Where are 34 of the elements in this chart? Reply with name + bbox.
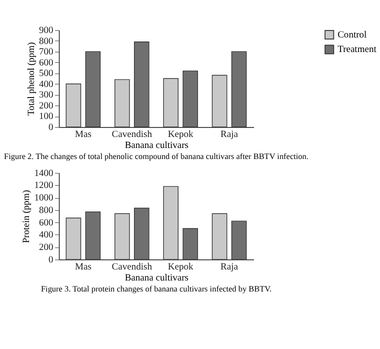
y-tick-label: 200 — [38, 101, 54, 112]
x-tick-label: Cavendish — [112, 262, 152, 272]
y-tick-label: 800 — [38, 36, 54, 47]
x-tick-label: Cavendish — [112, 130, 152, 140]
y-tick-label: 700 — [38, 48, 54, 58]
y-tick-label: 100 — [38, 112, 54, 122]
y-tick-label: 300 — [38, 90, 54, 101]
y-axis-title: Total phenol (ppm) — [26, 42, 37, 116]
y-tick-label: 400 — [38, 80, 54, 90]
legend-label: Control — [338, 30, 368, 40]
y-tick-label: 1000 — [34, 194, 54, 204]
x-tick-label: Mas — [75, 262, 92, 272]
x-tick-label: Raja — [220, 130, 239, 140]
x-tick-label: Kepok — [168, 130, 194, 140]
y-tick-label: 0 — [48, 123, 54, 133]
y-tick-label: 200 — [38, 243, 54, 254]
y-tick-label: 0 — [48, 255, 54, 266]
y-tick-label: 1200 — [34, 181, 54, 192]
y-axis-title: Protein (ppm) — [22, 190, 32, 244]
x-tick-label: Mas — [75, 130, 92, 140]
x-tick-label: Kepok — [168, 262, 194, 272]
legend-label: Treatment — [338, 45, 377, 56]
x-axis-title: Banana cultivars — [124, 274, 189, 284]
caption: Figure 3. Total protein changes of banana cultivars infected by BBTV. — [40, 284, 272, 294]
y-tick-label: 800 — [38, 206, 54, 216]
y-tick-label: 500 — [38, 69, 54, 80]
y-tick-label: 900 — [38, 26, 54, 36]
caption: Figure 2. The changes of total phenolic compound of banana cultivars after BBTV infection. — [4, 152, 308, 161]
y-tick-label: 600 — [38, 218, 54, 228]
y-tick-label: 600 — [38, 58, 54, 68]
x-axis-title: Banana cultivars — [124, 141, 189, 152]
y-tick-label: 400 — [38, 230, 54, 241]
y-tick-label: 1400 — [34, 168, 54, 179]
x-tick-label: Raja — [220, 262, 239, 272]
